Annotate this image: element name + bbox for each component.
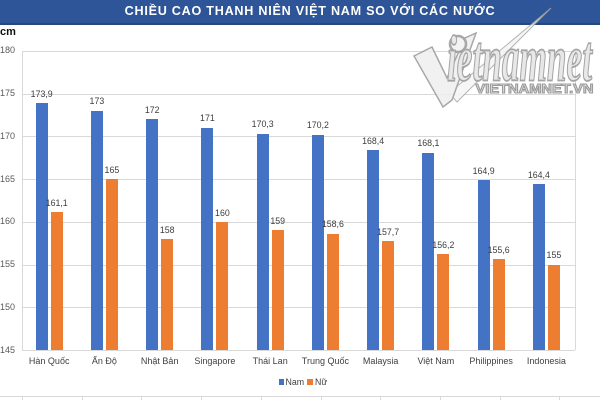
svg-text:ietnamnet: ietnamnet bbox=[447, 23, 593, 96]
svg-text:VIETNAMNET.VN: VIETNAMNET.VN bbox=[476, 82, 594, 96]
